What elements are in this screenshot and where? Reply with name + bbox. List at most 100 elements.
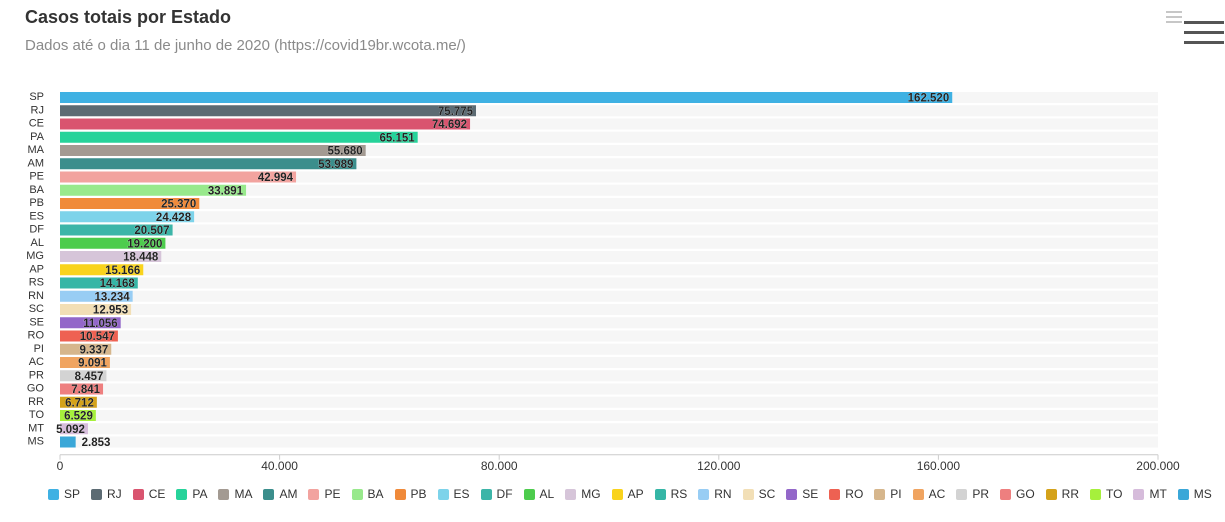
category-label: AC [29,356,44,368]
legend-swatch [742,488,754,500]
legend-item-ma[interactable]: MA [218,487,252,501]
small-menu-icon[interactable] [1166,11,1182,23]
legend-item-mt[interactable]: MT [1133,487,1167,501]
bar[interactable] [60,264,144,276]
bar[interactable] [60,131,418,143]
bar[interactable] [60,105,477,117]
category-label: SP [29,91,44,103]
legend-item-pe[interactable]: PE [308,487,341,501]
legend-item-ac[interactable]: AC [912,487,945,501]
bar[interactable] [60,158,357,170]
legend-label: SP [64,487,81,501]
legend-label: AM [279,487,298,501]
data-label: 6.712 [65,397,94,409]
bar[interactable] [60,410,96,421]
legend-item-ap[interactable]: AP [611,487,644,501]
row-background [60,184,1158,196]
legend-label: RO [845,487,864,501]
legend-label: MG [581,487,601,501]
category-label: MG [26,250,44,262]
legend-item-rj[interactable]: RJ [91,487,122,501]
bar[interactable] [60,370,107,382]
bar[interactable] [60,224,173,236]
legend-item-rs[interactable]: RS [654,487,687,501]
legend-item-pr[interactable]: PR [956,487,989,501]
legend-swatch [1045,488,1057,500]
row-background [60,158,1158,170]
row-background [60,198,1158,209]
bar[interactable] [60,343,112,355]
legend-swatch [523,488,535,500]
legend-item-mg[interactable]: MG [565,487,601,501]
row-background [60,171,1158,183]
legend-swatch [394,488,406,500]
bar[interactable] [60,237,166,249]
bar[interactable] [60,211,195,223]
row-background [60,317,1158,329]
row-background [60,211,1158,223]
legend-item-df[interactable]: DF [480,487,513,501]
legend-label: ES [453,487,470,501]
legend-item-rn[interactable]: RN [698,487,732,501]
legend-item-ce[interactable]: CE [132,487,165,501]
legend-item-rr[interactable]: RR [1045,487,1079,501]
bar[interactable] [60,357,110,368]
legend-item-pb[interactable]: PB [394,487,427,501]
data-label: 6.529 [64,411,93,423]
legend-label: MS [1193,487,1212,501]
legend-item-pa[interactable]: PA [176,487,207,501]
category-label: AP [29,263,44,275]
row-background [60,224,1158,236]
bar[interactable] [60,423,88,435]
bar[interactable] [60,330,118,342]
bar[interactable] [60,304,132,315]
data-label: 162.520 [908,93,950,105]
bar[interactable] [60,184,247,196]
row-background [60,304,1158,315]
bar[interactable] [60,317,121,329]
legend-item-es[interactable]: ES [437,487,470,501]
bar[interactable] [60,251,162,262]
row-background [60,436,1158,448]
bar[interactable] [60,383,104,395]
legend-item-sp[interactable]: SP [48,487,80,501]
data-label: 33.891 [208,185,244,197]
bar[interactable] [60,396,97,408]
category-label: PI [34,343,44,355]
legend-item-se[interactable]: SE [786,487,818,501]
bar[interactable] [60,145,366,156]
legend-item-ba[interactable]: BA [351,487,384,501]
legend-swatch [437,488,449,500]
bar[interactable] [60,436,76,448]
data-label: 65.151 [379,132,415,144]
legend-item-ro[interactable]: RO [829,487,863,501]
bar[interactable] [60,171,297,183]
category-label: ES [29,210,44,222]
legend-swatch [1133,488,1145,500]
legend-label: MA [234,487,253,501]
bar[interactable] [60,277,138,289]
legend-item-am[interactable]: AM [263,487,297,501]
bar[interactable] [60,290,133,302]
bar[interactable] [60,118,471,130]
row-background [60,290,1158,302]
category-label: MS [28,436,45,448]
bar[interactable] [60,92,953,103]
category-label: PE [29,171,44,183]
legend-item-to[interactable]: TO [1090,487,1122,501]
data-label: 19.200 [127,238,162,250]
legend-label: GO [1015,487,1035,501]
legend-item-sc[interactable]: SC [742,487,775,501]
legend-item-go[interactable]: GO [999,487,1035,501]
legend-item-al[interactable]: AL [523,487,554,501]
chart-subtitle: Dados até o dia 11 de junho de 2020 (htt… [25,37,466,54]
legend-item-ms[interactable]: MS [1177,487,1212,501]
legend-label: BA [367,487,384,501]
data-label: 75.775 [438,106,474,118]
data-label: 42.994 [258,172,294,184]
hamburger-menu-icon[interactable] [1184,21,1224,45]
row-background [60,264,1158,276]
legend-item-pi[interactable]: PI [874,487,902,501]
bar[interactable] [60,198,200,209]
data-label: 14.168 [100,278,136,290]
